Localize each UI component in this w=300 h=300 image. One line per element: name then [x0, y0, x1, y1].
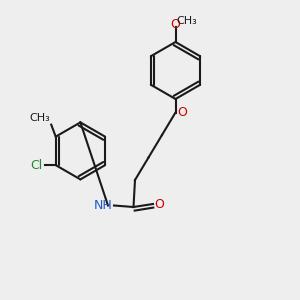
- Text: Cl: Cl: [31, 159, 43, 172]
- Text: O: O: [154, 197, 164, 211]
- Text: CH₃: CH₃: [30, 113, 51, 123]
- Text: NH: NH: [94, 199, 112, 212]
- Text: O: O: [177, 106, 187, 119]
- Text: CH₃: CH₃: [176, 16, 197, 26]
- Text: O: O: [171, 19, 180, 32]
